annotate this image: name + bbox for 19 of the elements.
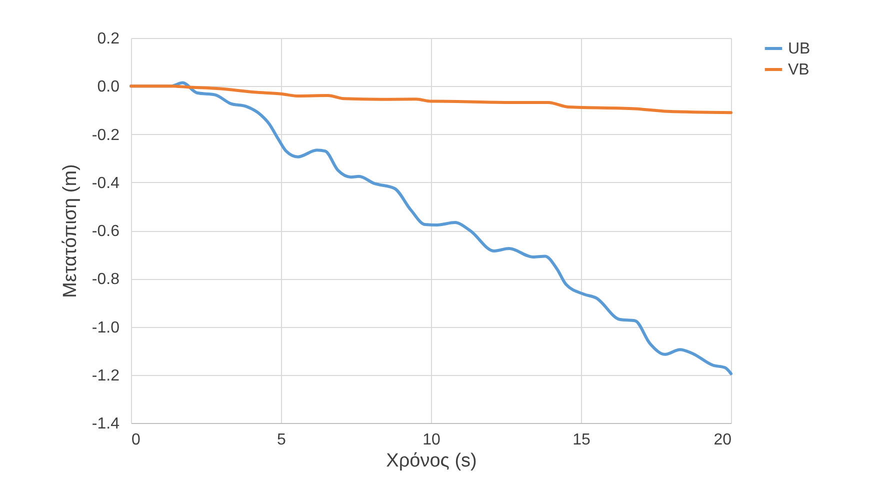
y-tick-label: 0.0 xyxy=(97,78,120,96)
x-tick-label: 0 xyxy=(132,432,140,448)
legend-label: VB xyxy=(788,62,810,78)
x-tick-label: 15 xyxy=(572,432,590,448)
x-tick-label: 10 xyxy=(422,432,440,448)
line-series xyxy=(130,84,732,114)
legend-label: UB xyxy=(788,40,810,58)
y-tick-label: 0.2 xyxy=(97,30,120,48)
x-tick-label: 5 xyxy=(277,432,286,448)
y-tick-label: -1.2 xyxy=(92,367,120,384)
x-axis-title: Χρόνος (s) xyxy=(386,450,477,472)
y-tick-label: -1.4 xyxy=(92,416,120,432)
x-tick-label: 20 xyxy=(714,432,732,448)
y-axis-title: Μετατόπιση (m) xyxy=(60,164,81,298)
y-tick-label: -0.2 xyxy=(92,126,120,144)
y-tick-label: -0.6 xyxy=(92,223,120,240)
y-tick-label: -0.8 xyxy=(92,271,120,288)
y-tick-label: -0.4 xyxy=(92,174,120,192)
y-tick-label: -1.0 xyxy=(92,319,120,336)
